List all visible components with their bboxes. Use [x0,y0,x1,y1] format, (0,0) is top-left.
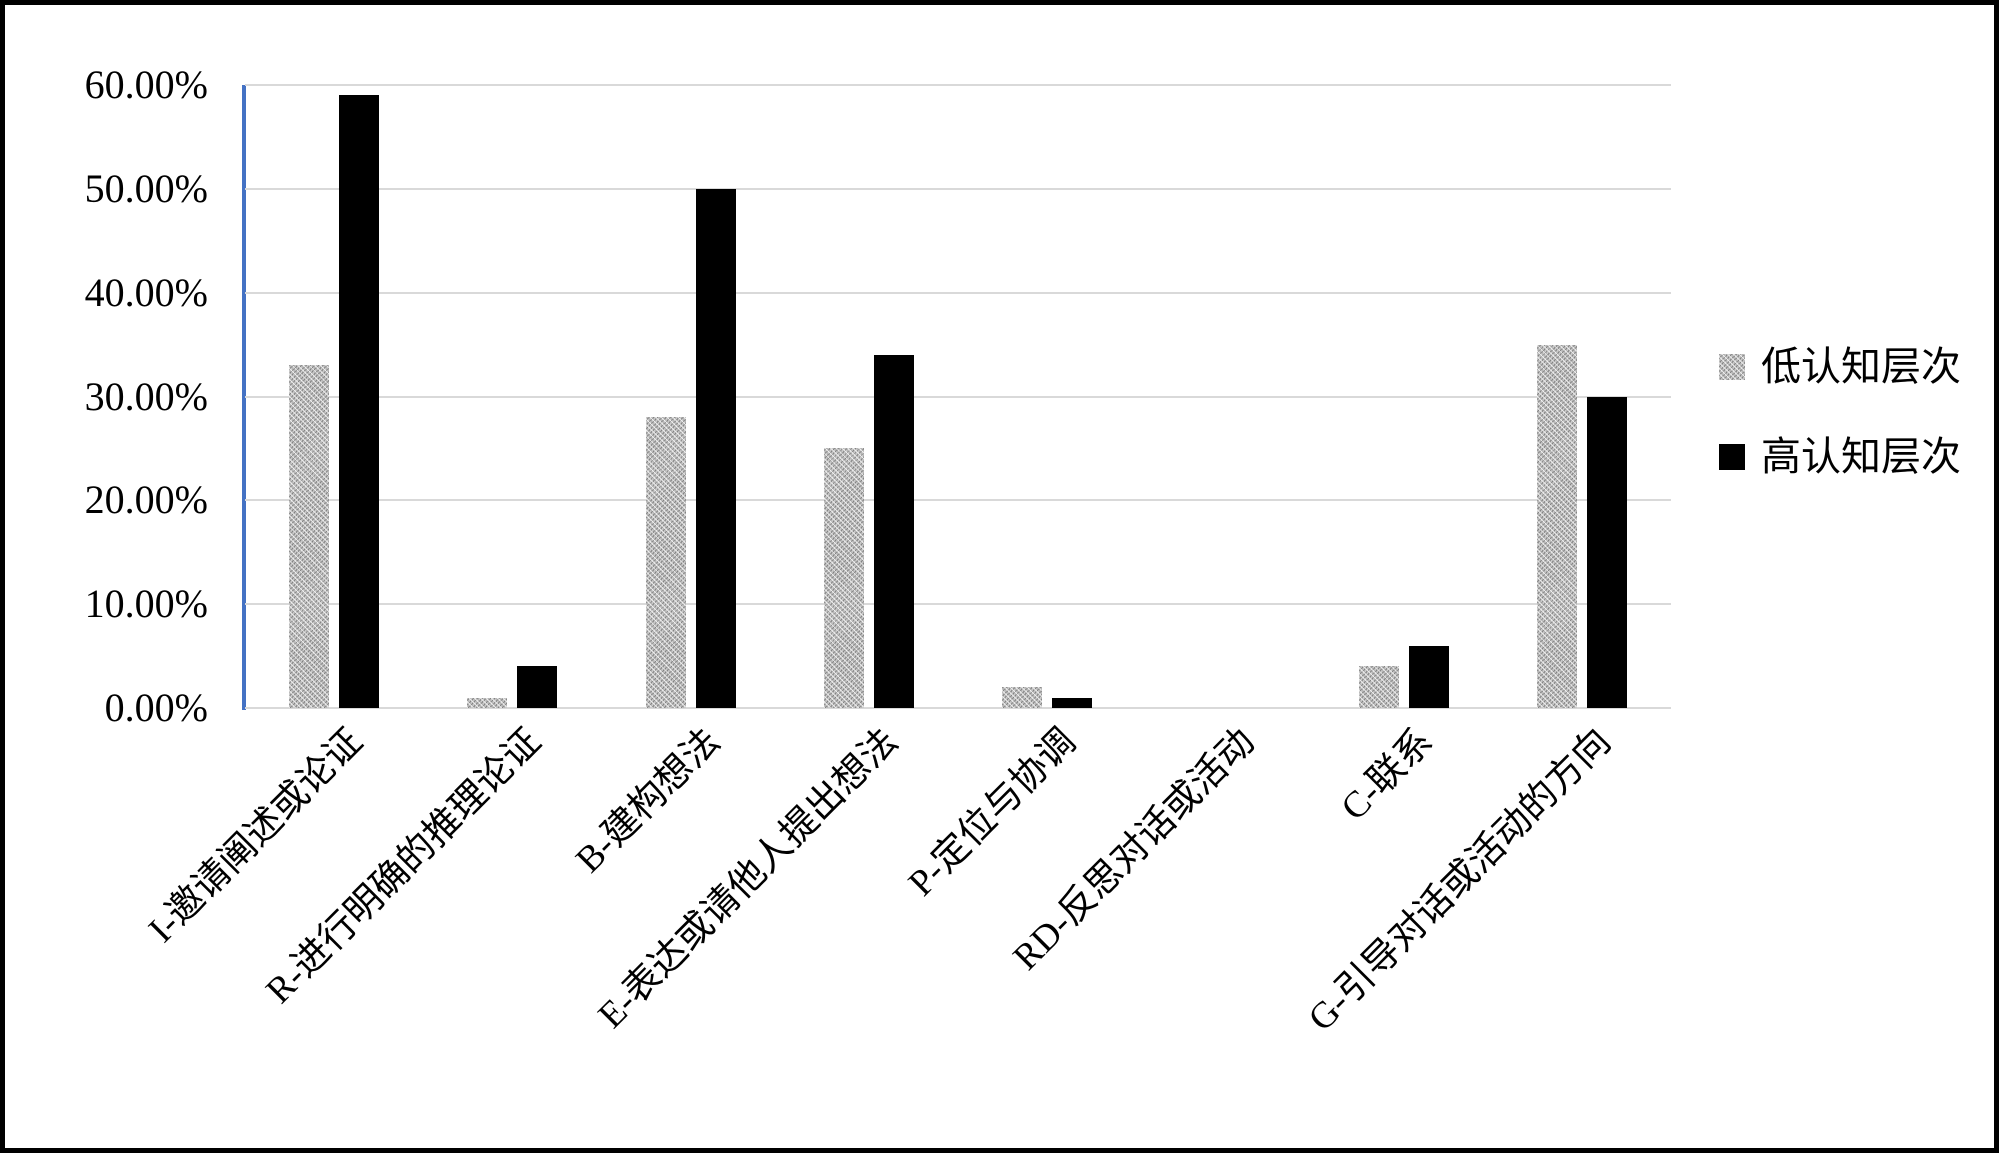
x-category-label: G-引导对话或活动的方向 [1300,721,1619,1040]
gridline-50.00% [245,187,1671,190]
y-tick-label: 40.00% [84,269,208,315]
bar-low-E-表达或请他人提出想法 [823,448,864,708]
legend-label-high: 高认知层次 [1761,434,1961,479]
legend-swatch-high-black [1719,444,1745,470]
x-category-label: B-建构想法 [567,721,728,881]
bar-high-P-定位与协调 [1052,697,1093,708]
y-tick-label: 30.00% [84,373,208,419]
gridline-40.00% [245,291,1671,294]
legend-swatch-low-gray-pattern [1719,354,1745,380]
bar-high-C-联系 [1408,645,1449,708]
bar-high-I-邀请阐述或论证 [339,95,380,708]
legend-item-high: 高认知层次 [1719,435,1961,479]
bar-high-B-建构想法 [695,188,736,708]
legend-item-low: 低认知层次 [1719,345,1961,389]
bar-low-I-邀请阐述或论证 [289,365,330,708]
y-tick-label: 10.00% [84,581,208,627]
y-tick-label: 50.00% [84,165,208,211]
gridline-20.00% [245,499,1671,502]
legend-label-low: 低认知层次 [1761,344,1961,389]
gridline-60.00% [245,84,1671,86]
x-category-label: C-联系 [1333,721,1441,829]
legend: 低认知层次 高认知层次 [1719,345,1961,525]
x-category-label: P-定位与协调 [901,721,1085,905]
bar-high-E-表达或请他人提出想法 [873,354,914,708]
y-tick-label: 0.00% [104,685,208,730]
gridline-0.00% [245,707,1671,709]
bar-low-B-建构想法 [645,417,686,708]
bar-low-P-定位与协调 [1002,687,1043,708]
gridline-30.00% [245,395,1671,398]
bar-low-G-引导对话或活动的方向 [1536,344,1577,708]
bar-low-C-联系 [1358,666,1399,708]
bar-high-R-进行明确的推理论证 [517,666,558,708]
y-axis-line [242,85,246,710]
plot-area [242,84,1671,710]
bar-low-R-进行明确的推理论证 [467,697,508,708]
gridline-10.00% [245,603,1671,606]
y-tick-label: 60.00% [84,62,208,107]
bar-high-G-引导对话或活动的方向 [1586,396,1627,708]
x-category-label: E-表达或请他人提出想法 [590,721,906,1037]
y-tick-label: 20.00% [84,477,208,523]
